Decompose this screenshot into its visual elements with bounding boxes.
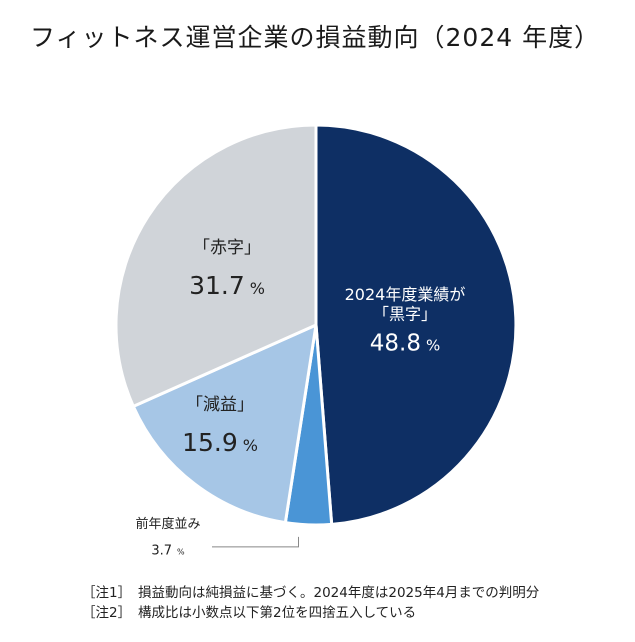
slice-label: 「赤字」	[193, 238, 261, 258]
footnote-text: 損益動向は純損益に基づく。2024年度は2025年4月までの判明分	[138, 585, 540, 601]
slice-label: 「減益」	[186, 395, 254, 415]
pie-slice-0	[314, 123, 518, 526]
footnote-tag: ［注2］	[82, 605, 132, 621]
slice-label: 「黒字」	[373, 305, 437, 324]
footnote-text: 構成比は小数点以下第2位を四捨五入している	[138, 605, 417, 621]
slice-value-label: 31.7%	[189, 271, 265, 300]
slice-label: 前年度並み	[135, 516, 200, 532]
footnote-2: ［注2］ 構成比は小数点以下第2位を四捨五入している	[82, 603, 539, 623]
leader-line	[212, 536, 299, 548]
pie-slice-3	[114, 123, 318, 408]
slice-value-label: 3.7%	[151, 543, 185, 558]
chart-title: フィットネス運営企業の損益動向（2024 年度）	[30, 23, 601, 52]
footnotes: ［注1］ 損益動向は純損益に基づく。2024年度は2025年4月までの判明分 ［…	[82, 583, 539, 623]
slice-value-label: 48.8%	[370, 331, 440, 357]
footnote-1: ［注1］ 損益動向は純損益に基づく。2024年度は2025年4月までの判明分	[82, 583, 539, 603]
pie-slice-2	[131, 323, 318, 525]
footnote-tag: ［注1］	[82, 585, 132, 601]
slice-value-label: 15.9%	[182, 428, 258, 457]
slice-label: 2024年度業績が	[345, 285, 466, 304]
